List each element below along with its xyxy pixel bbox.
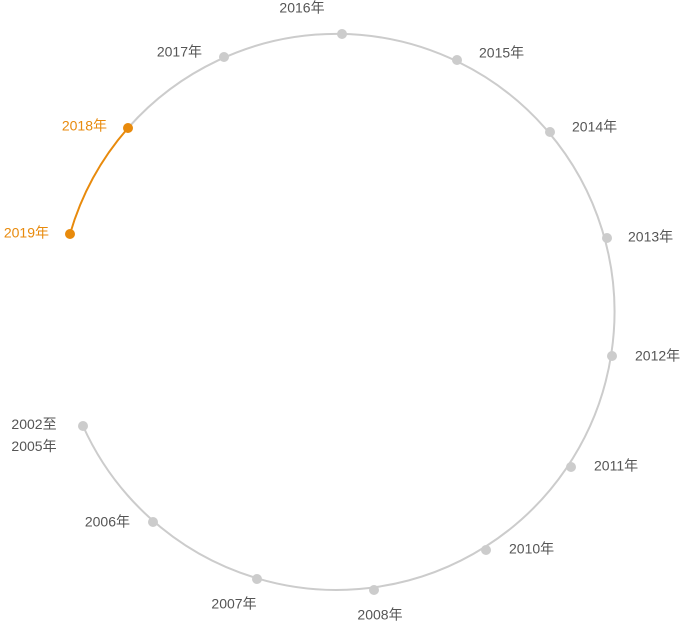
timeline-label[interactable]: 2006年 [85, 514, 130, 530]
timeline-dot[interactable] [148, 517, 158, 527]
timeline-dot[interactable] [607, 351, 617, 361]
timeline-label[interactable]: 2011年 [594, 458, 638, 474]
timeline-dot[interactable] [481, 545, 491, 555]
timeline-label[interactable]: 2013年 [628, 229, 673, 245]
timeline-label[interactable]: 2019年 [4, 225, 49, 241]
timeline-dot[interactable] [123, 123, 133, 133]
timeline-dot[interactable] [452, 55, 462, 65]
timeline-dot[interactable] [369, 585, 379, 595]
timeline-dot[interactable] [545, 127, 555, 137]
timeline-dot[interactable] [566, 462, 576, 472]
timeline-label[interactable]: 2014年 [572, 119, 617, 135]
timeline-label[interactable]: 2016年 [279, 0, 324, 16]
timeline-label[interactable]: 2002至 2005年 [11, 416, 56, 454]
label-line[interactable]: 2005年 [11, 438, 56, 454]
timeline-label[interactable]: 2012年 [635, 348, 680, 364]
timeline-arc-active [69, 127, 129, 235]
label-line[interactable]: 2002至 [11, 416, 56, 432]
timeline-label[interactable]: 2015年 [479, 45, 524, 61]
timeline-label[interactable]: 2018年 [62, 118, 107, 134]
timeline-label[interactable]: 2017年 [157, 44, 202, 60]
timeline-dot[interactable] [78, 421, 88, 431]
timeline-arc [82, 32, 616, 591]
timeline-dot[interactable] [65, 229, 75, 239]
timeline-dot[interactable] [219, 52, 229, 62]
timeline-label[interactable]: 2008年 [357, 607, 402, 623]
timeline-label[interactable]: 2007年 [211, 596, 256, 612]
timeline-dot[interactable] [252, 574, 262, 584]
timeline-dot[interactable] [602, 233, 612, 243]
timeline-label[interactable]: 2010年 [509, 541, 554, 557]
timeline-dot[interactable] [337, 29, 347, 39]
